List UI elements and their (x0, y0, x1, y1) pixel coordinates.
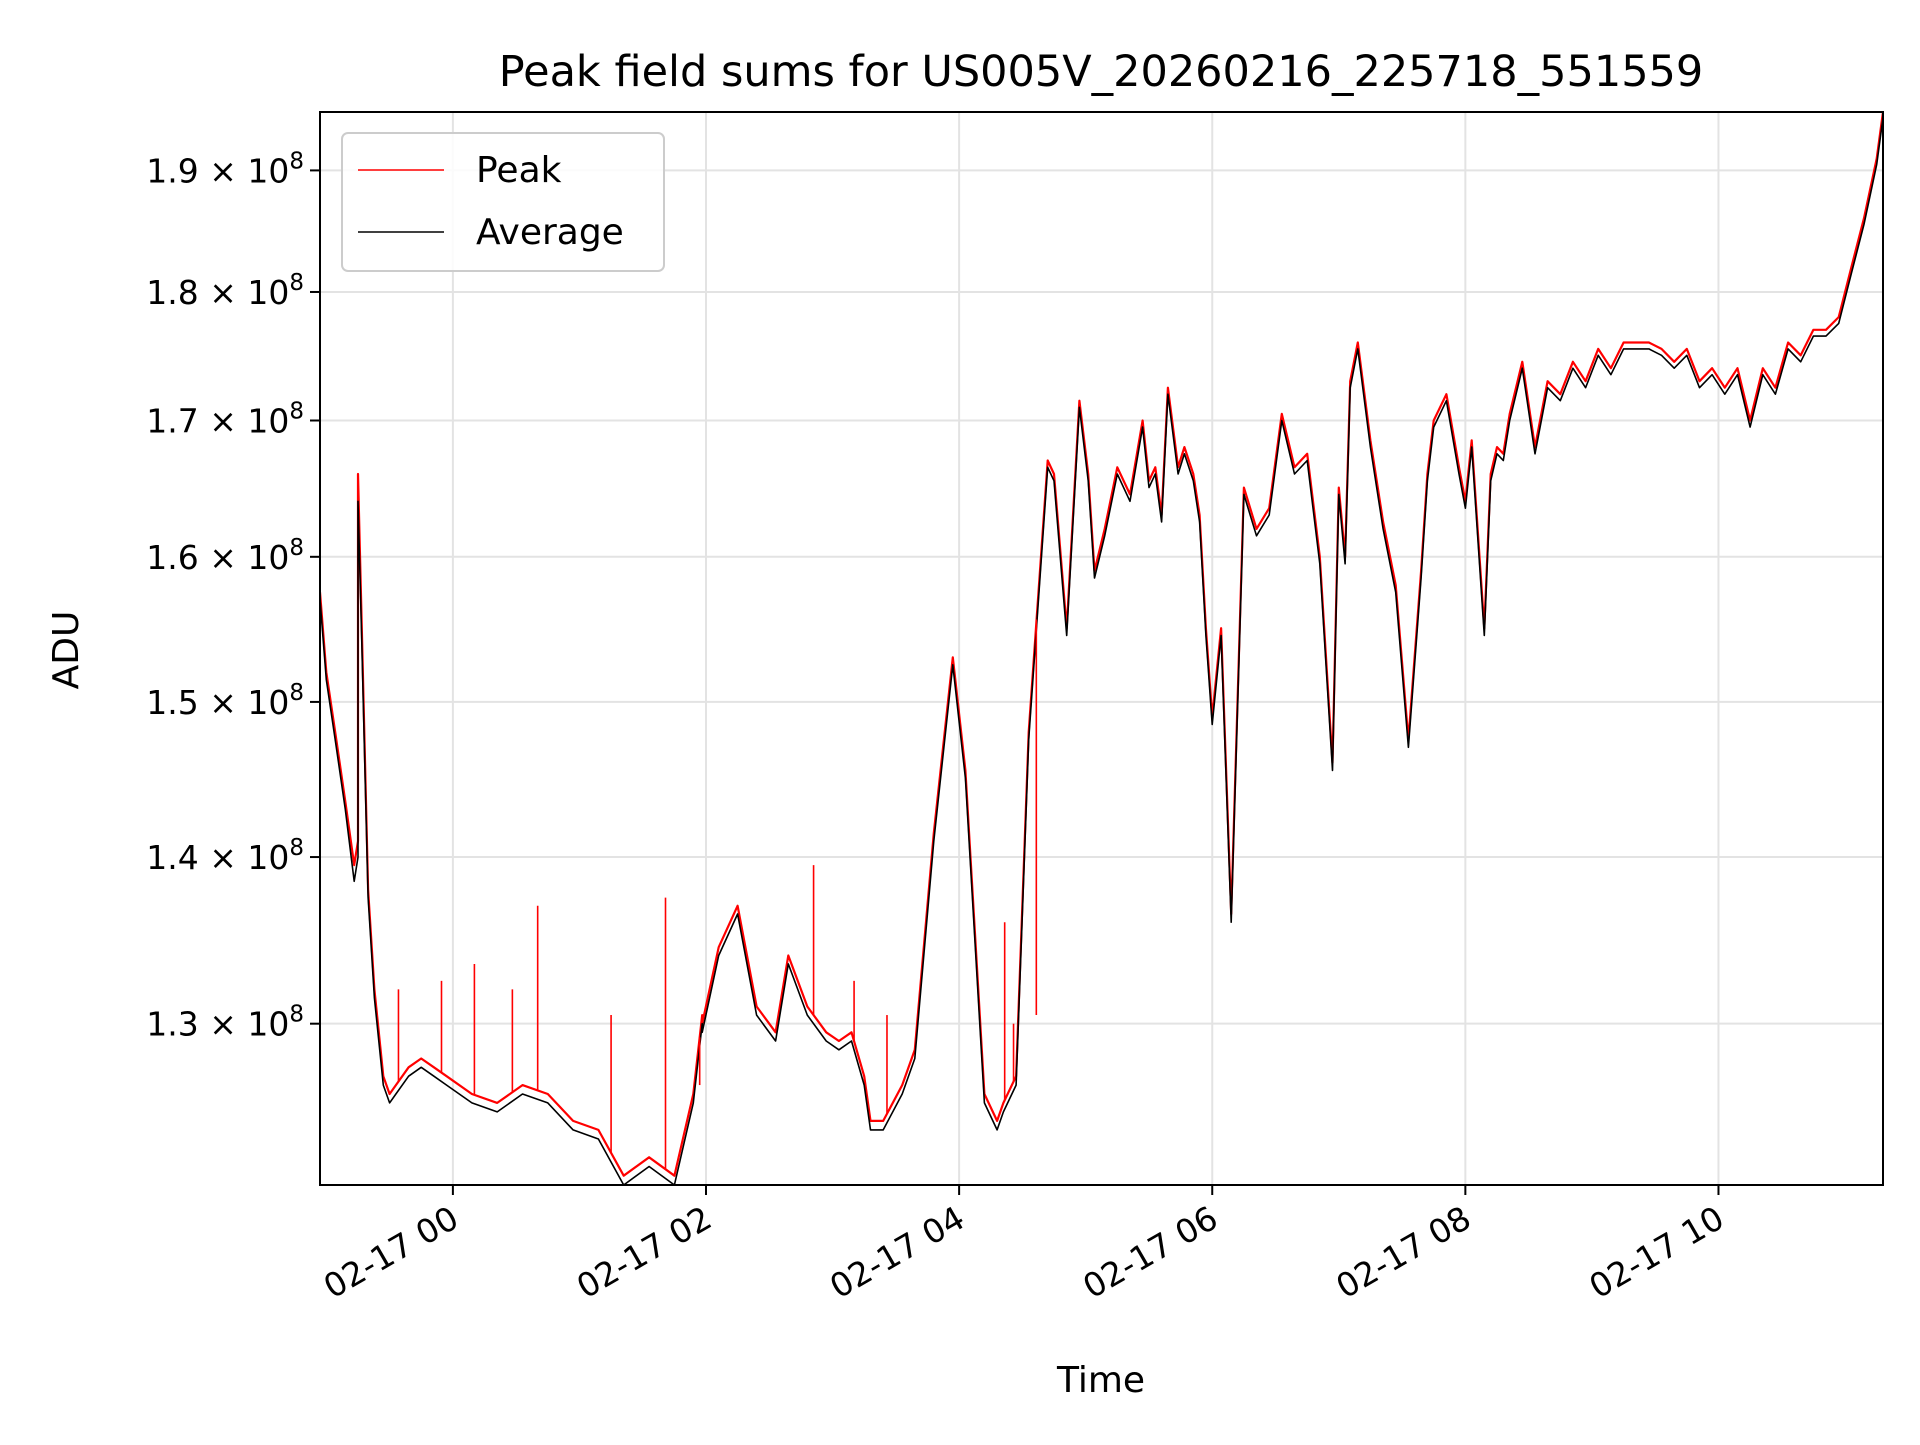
plot-frame (319, 111, 1884, 1186)
y-tick-label: 1.5 × 108 (146, 680, 304, 722)
y-axis: 1.3 × 108 1.4 × 108 1.5 × 108 1.6 × 108 1.7 … (146, 148, 320, 1044)
chart-title: Peak field sums for US005V_20260216_2257… (499, 47, 1704, 97)
y-tick-label: 1.6 × 108 (146, 535, 304, 577)
y-axis-label: ADU (46, 611, 87, 690)
y-tick-label: 1.4 × 108 (146, 835, 304, 877)
series-line-peak (320, 112, 1883, 1177)
series-line-average (320, 117, 1883, 1185)
x-axis-label: Time (1056, 1360, 1145, 1401)
y-tick-label: 1.7 × 108 (146, 398, 304, 440)
y-tick-label: 1.9 × 108 (146, 148, 304, 190)
grid (320, 112, 1883, 1185)
legend-label-peak: Peak (476, 150, 562, 191)
legend-box (341, 132, 665, 272)
series-layer (320, 112, 1883, 1185)
legend-label-average: Average (476, 212, 624, 253)
y-tick-label: 1.3 × 108 (146, 1002, 304, 1044)
y-tick-label: 1.8 × 108 (146, 270, 304, 312)
legend: Peak Average (341, 132, 665, 272)
